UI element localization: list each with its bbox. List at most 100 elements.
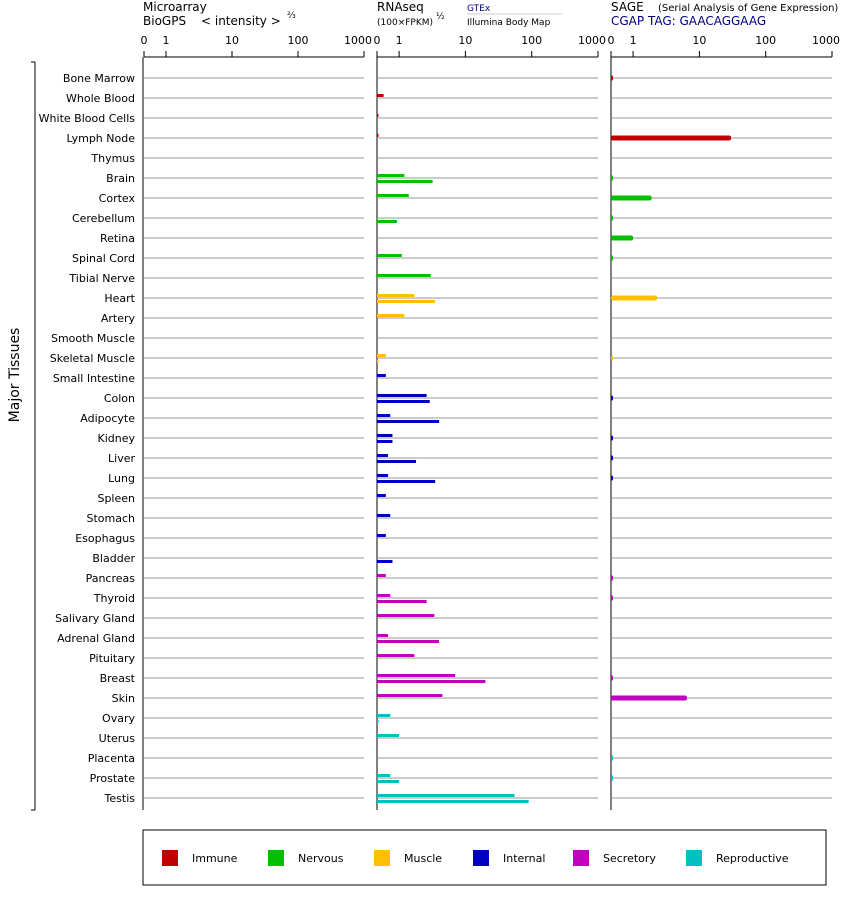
- rnaseq-illumina-bar: [377, 720, 379, 723]
- rnaseq-illumina-bar: [377, 460, 417, 463]
- legend-items: Immune Nervous Muscle Internal Secretory Repr…: [162, 850, 789, 866]
- tissue-label: Pituitary: [89, 652, 135, 665]
- tissue-label: Breast: [100, 672, 136, 685]
- rnaseq-title: RNAseq: [377, 0, 424, 14]
- sage-bar: [611, 135, 732, 141]
- rnaseq-gtex-bar: [377, 794, 515, 797]
- tissue-label: Liver: [108, 452, 135, 465]
- tissue-label: Kidney: [97, 432, 135, 445]
- tissue-label: Pancreas: [86, 572, 136, 585]
- sage-bar: [611, 455, 613, 461]
- sage-bar: [611, 775, 613, 781]
- sage-bar: [611, 575, 613, 581]
- sage-bar: [611, 675, 613, 681]
- tissue-label: Thyroid: [93, 592, 135, 605]
- sage-bar: [611, 395, 613, 401]
- legend-label-immune: Immune: [192, 852, 238, 865]
- tissue-label: Bladder: [92, 552, 135, 565]
- sage-tick-label: 1000: [812, 34, 840, 47]
- rnaseq-tick-label: 1: [396, 34, 403, 47]
- microarray-tick-label: 0: [141, 34, 148, 47]
- legend-swatch-secretory: [573, 850, 589, 866]
- tissue-label: Placenta: [88, 752, 135, 765]
- rnaseq-gtex-bar: [377, 634, 389, 637]
- sage-bar: [611, 475, 613, 481]
- tissue-label: Whole Blood: [66, 92, 135, 105]
- sage-header: SAGE (Serial Analysis of Gene Expression…: [611, 0, 838, 28]
- tissue-label: Heart: [104, 292, 135, 305]
- tissue-label: Skeletal Muscle: [50, 352, 135, 365]
- rnaseq-illumina-bar: [377, 180, 433, 183]
- legend-label-secretory: Secretory: [603, 852, 656, 865]
- rnaseq-gtex-bar: [377, 774, 391, 777]
- sage-bar: [611, 595, 613, 601]
- rnaseq-gtex-bar: [377, 674, 456, 677]
- tissue-label: Cerebellum: [72, 212, 135, 225]
- legend-swatch-muscle: [374, 850, 390, 866]
- tissue-label: Retina: [100, 232, 135, 245]
- rnaseq-tick-label: 100: [521, 34, 542, 47]
- sage-bar: [611, 355, 613, 361]
- rnaseq-gtex-bar: [377, 574, 386, 577]
- microarray-title: Microarray: [143, 0, 207, 14]
- tissue-label: Ovary: [102, 712, 135, 725]
- tissue-label: Tibial Nerve: [68, 272, 135, 285]
- rnaseq-illumina-bar: [377, 400, 430, 403]
- rnaseq-illumina-bar: [377, 420, 440, 423]
- rnaseq-gtex-bar: [377, 194, 409, 197]
- rnaseq-gtex-bar: [377, 734, 400, 737]
- tissue-label: Colon: [104, 392, 135, 405]
- sage-bar: [611, 255, 613, 261]
- sage-bar: [611, 235, 634, 241]
- legend-label-internal: Internal: [503, 852, 545, 865]
- tissue-label: Esophagus: [75, 532, 135, 545]
- sage-bar: [611, 695, 687, 701]
- rnaseq-illumina-bar: [377, 680, 486, 683]
- sage-panel: 0 1 10 100 1000: [608, 34, 840, 810]
- rnaseq-illumina-bar: [377, 800, 529, 803]
- microarray-header: Microarray BioGPS < intensity > ⅔: [143, 0, 296, 28]
- rnaseq-gtex-bar: [377, 294, 415, 297]
- sage-tick-label: 100: [755, 34, 776, 47]
- legend-label-nervous: Nervous: [298, 852, 344, 865]
- rnaseq-illumina-bar: [377, 780, 400, 783]
- rnaseq-gtex-bar: [377, 414, 391, 417]
- sage-bar: [611, 195, 652, 201]
- rnaseq-gtex-bar: [377, 274, 431, 277]
- rnaseq-gtex-bar: [377, 114, 379, 117]
- rnaseq-gtex-bar: [377, 314, 405, 317]
- rnaseq-illumina-bar: [377, 600, 427, 603]
- microarray-tick-label: 1: [163, 34, 170, 47]
- tissue-label: Smooth Muscle: [51, 332, 135, 345]
- rnaseq-gtex-bar: [377, 654, 415, 657]
- sage-bar: [611, 75, 613, 81]
- rnaseq-illumina-bar: [377, 360, 379, 363]
- y-axis-bracket: Major Tissues: [7, 61, 36, 811]
- legend-swatch-internal: [473, 850, 489, 866]
- sage-bar: [611, 755, 613, 761]
- sage-bar: [611, 175, 613, 181]
- y-axis-label: Major Tissues: [7, 328, 23, 423]
- rnaseq-gtex-bar: [377, 714, 391, 717]
- microarray-source: BioGPS: [143, 14, 186, 28]
- sage-tick-label: 0: [608, 34, 615, 47]
- rnaseq-illumina-bar: [377, 480, 436, 483]
- tissue-label: Adrenal Gland: [57, 632, 135, 645]
- tissue-label: Testis: [104, 792, 136, 805]
- tissue-label: Bone Marrow: [63, 72, 135, 85]
- panels: 0 1 10 100 1000 0 1 10 100 1000 0 1 10 100 1000: [141, 34, 840, 810]
- microarray-tick-label: 10: [225, 34, 239, 47]
- tissue-label: Lung: [108, 472, 135, 485]
- sage-subtitle: (Serial Analysis of Gene Expression): [658, 3, 838, 14]
- sage-bar: [611, 215, 613, 221]
- rnaseq-header: RNAseq (100×FPKM) ½ GTEx Illumina Body M…: [377, 0, 562, 28]
- rnaseq-illumina-bar: [377, 220, 397, 223]
- sage-tick-label: 1: [630, 34, 637, 47]
- sage-title: SAGE: [611, 0, 644, 14]
- microarray-panel: 0 1 10 100 1000: [141, 34, 372, 810]
- tissue-label: Small Intestine: [53, 372, 135, 385]
- legend-swatch-reproductive: [686, 850, 702, 866]
- rnaseq-gtex-bar: [377, 514, 391, 517]
- tissue-label: Prostate: [90, 772, 136, 785]
